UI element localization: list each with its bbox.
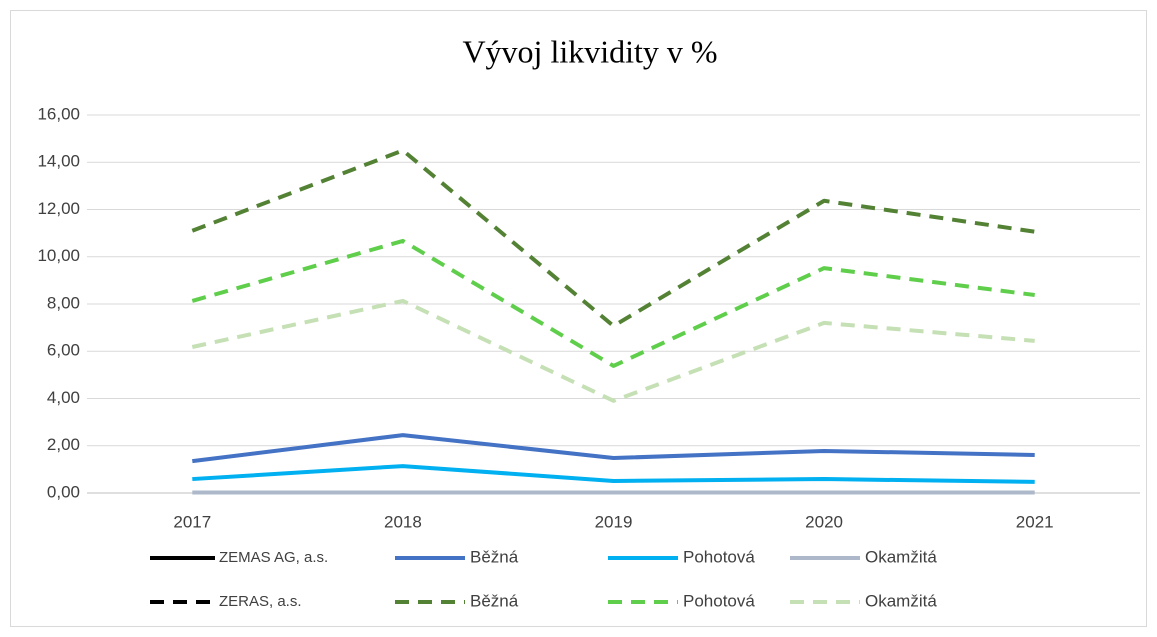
y-tick-label: 16,00 (37, 104, 80, 123)
y-tick-label: 6,00 (47, 341, 80, 360)
legend-label: Okamžitá (865, 591, 937, 610)
chart-title: Vývoj likvidity v % (462, 33, 717, 69)
series-line (192, 464, 1035, 484)
x-tick-label: 2020 (805, 512, 843, 531)
y-tick-label: 14,00 (37, 152, 80, 171)
x-tick-label: 2017 (173, 512, 211, 531)
chart-border (10, 10, 1147, 627)
legend-label: Pohotová (683, 591, 755, 610)
legend-group-label: ZEMAS AG, a.s. (219, 549, 328, 566)
legend-group-label: ZERAS, a.s. (219, 593, 302, 610)
legend-label: Běžná (470, 547, 519, 566)
y-tick-label: 4,00 (47, 388, 80, 407)
series-line (191, 298, 1035, 403)
y-tick-label: 0,00 (47, 482, 80, 501)
legend-label: Pohotová (683, 547, 755, 566)
series-line (191, 238, 1035, 368)
y-tick-label: 2,00 (47, 435, 80, 454)
y-tick-label: 12,00 (37, 199, 80, 218)
series-line (192, 433, 1035, 464)
legend-label: Okamžitá (865, 547, 937, 566)
y-tick-label: 8,00 (47, 293, 80, 312)
x-tick-label: 2019 (595, 512, 633, 531)
x-tick-label: 2018 (384, 512, 422, 531)
legend-label: Běžná (470, 591, 519, 610)
x-tick-label: 2021 (1016, 512, 1054, 531)
series-line (191, 148, 1035, 328)
y-tick-label: 10,00 (37, 246, 80, 265)
